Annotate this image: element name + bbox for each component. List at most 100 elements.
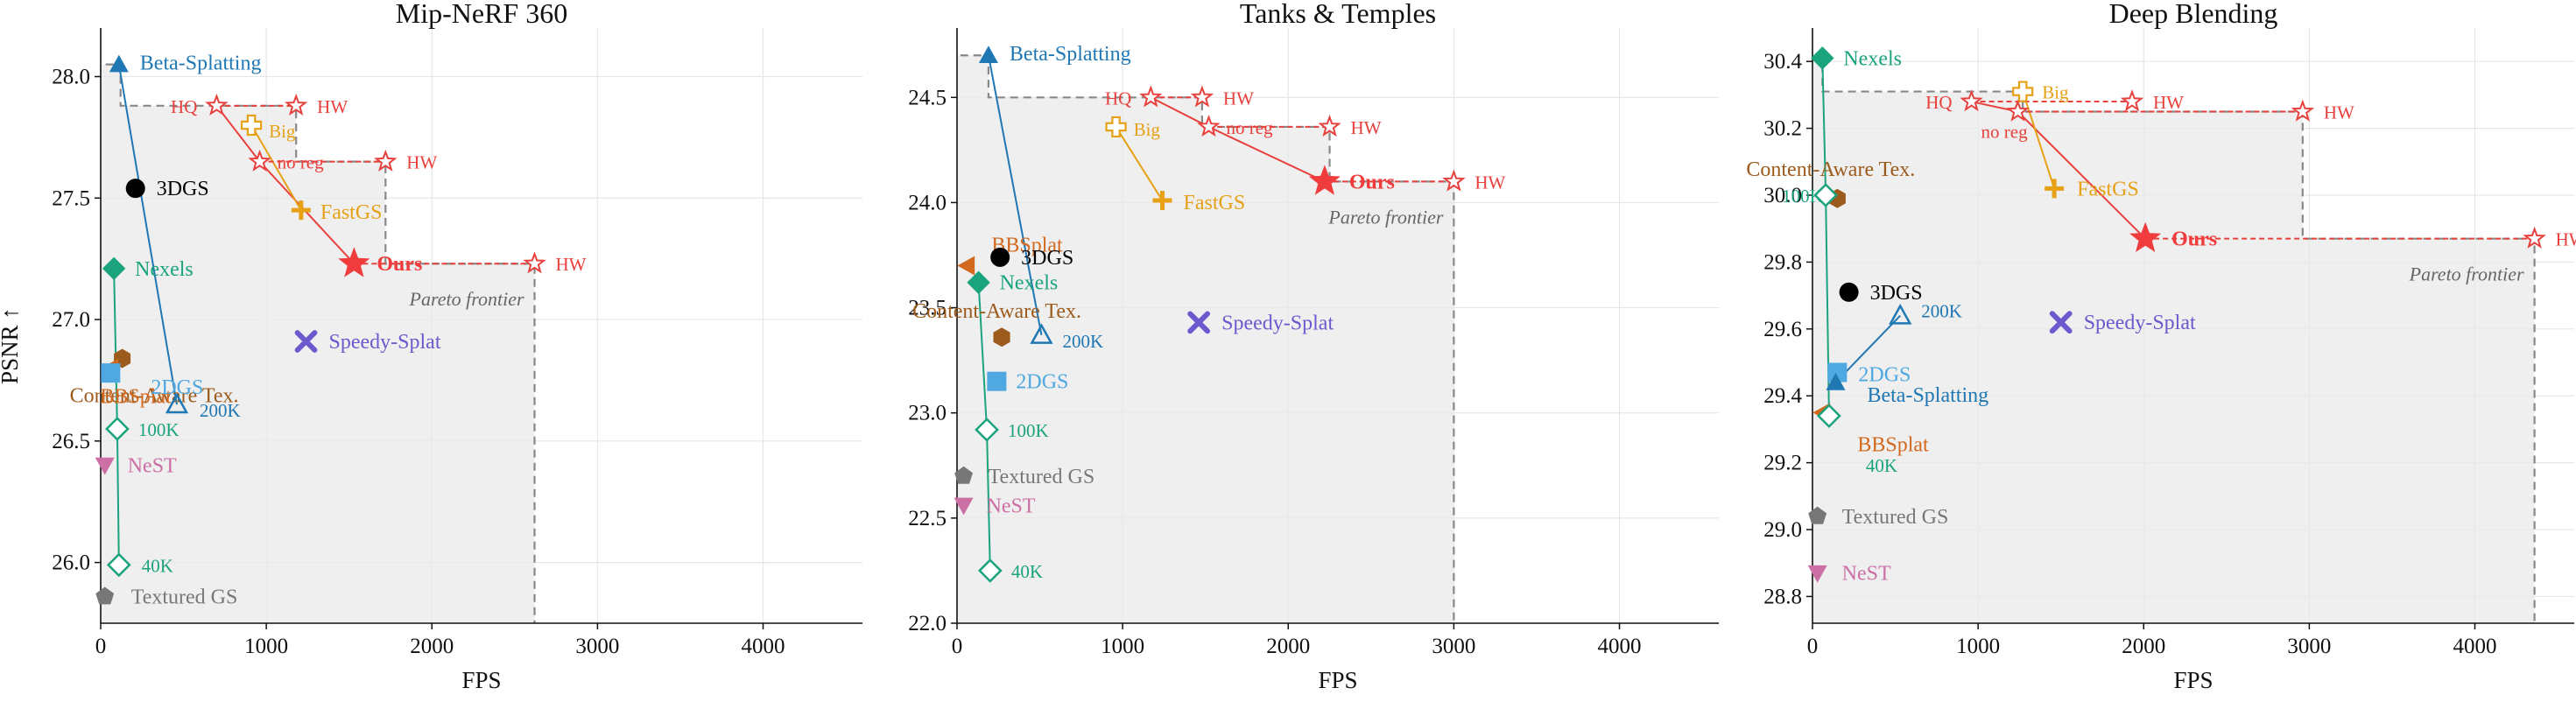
point-100k <box>105 417 130 441</box>
point-label-content-aware-tex: Content-Aware Tex. <box>912 300 1081 323</box>
point-speedy-splat <box>1187 311 1211 334</box>
point-label-nexels: Nexels <box>1000 272 1059 295</box>
point-label-ours: Ours <box>2171 228 2217 251</box>
point-2dgs <box>1827 362 1848 383</box>
point-label-nexels: Nexels <box>1843 47 1902 70</box>
point-label-big: Big <box>2042 82 2069 103</box>
point-label-nexels: Nexels <box>135 258 194 281</box>
point-fastgs <box>2045 179 2065 199</box>
y-tick-label: 29.2 <box>1763 452 1802 475</box>
chart-title: Tanks & Temples <box>1240 0 1436 29</box>
point-label-big: Big <box>1134 119 1161 140</box>
point-40k <box>1817 404 1841 429</box>
series-line <box>250 124 302 211</box>
point-label-speedy-splat: Speedy-Splat <box>1221 312 1334 334</box>
point-label-hw: HW <box>2153 92 2184 113</box>
point-label-hw: HW <box>556 254 587 275</box>
point-label-textured-gs: Textured GS <box>1842 506 1949 529</box>
point-big <box>2012 81 2034 102</box>
series-line <box>2022 91 2056 189</box>
point-no-reg <box>1197 115 1221 137</box>
point-beta-splatting <box>1826 372 1846 390</box>
point-nexels <box>102 256 126 280</box>
x-tick-label: 3000 <box>575 635 619 658</box>
y-tick-label: 28.0 <box>52 66 90 89</box>
point-100k <box>1813 183 1838 207</box>
point-hw <box>374 149 398 172</box>
y-tick-label: 24.5 <box>908 86 947 109</box>
point-hq <box>205 93 229 116</box>
point-label-fastgs: FastGS <box>320 201 383 224</box>
x-axis-label: FPS <box>2173 667 2213 693</box>
point-label-hw: HW <box>1351 117 1382 138</box>
y-tick-label: 23.0 <box>908 402 947 425</box>
point-label-hw: HW <box>2324 102 2354 123</box>
pareto-region <box>101 64 535 624</box>
pareto-label: Pareto frontier <box>2409 263 2524 285</box>
x-tick-label: 2000 <box>1266 635 1310 658</box>
y-tick-label: 29.8 <box>1763 250 1802 274</box>
point-no-reg <box>2006 99 2030 122</box>
y-tick-label: 30.4 <box>1763 50 1802 74</box>
point-label-hq: HQ <box>1105 88 1131 109</box>
point-label-100k: 100K <box>138 419 179 440</box>
x-tick-label: 2000 <box>410 635 454 658</box>
x-axis-label: FPS <box>461 667 501 693</box>
x-tick-label: 0 <box>1807 635 1819 658</box>
point-fastgs <box>1152 191 1172 211</box>
y-tick-label: 29.4 <box>1763 384 1802 408</box>
point-label-hw: HW <box>2556 229 2576 250</box>
point-2dgs <box>101 363 121 383</box>
point-label-speedy-splat: Speedy-Splat <box>2084 312 2196 334</box>
y-tick-label: 29.0 <box>1763 518 1802 542</box>
point-100k <box>975 418 999 442</box>
pareto-region <box>957 55 1454 623</box>
point-beta-splatting <box>109 54 129 73</box>
chart-title: Mip-NeRF 360 <box>396 0 567 29</box>
x-axis-label: FPS <box>1318 667 1357 693</box>
x-tick-label: 4000 <box>2453 635 2497 658</box>
point-speedy-splat <box>294 330 318 353</box>
point-label-bbsplat: BBSplat <box>1857 433 1929 456</box>
point-label-content-aware-tex: Content-Aware Tex. <box>1746 158 1915 181</box>
point-content-aware-tex <box>993 327 1010 347</box>
point-bbsplat <box>957 256 975 276</box>
chart-panel-deep-blending: 0 1000 2000 3000 4000 28.8 29.0 29.2 29.4 29.6 29.… <box>1746 0 2576 693</box>
point-label-hw: HW <box>1223 88 1254 109</box>
x-tick-label: 1000 <box>1101 635 1144 658</box>
point-hw <box>2523 226 2546 249</box>
point-label-hw: HW <box>1475 172 1505 193</box>
y-tick-label: 22.0 <box>908 612 947 635</box>
point-hw <box>523 251 546 274</box>
point-hq <box>1139 85 1163 108</box>
point-label-hq: HQ <box>1925 92 1952 113</box>
point-label-content-aware-tex: Content-Aware Tex. <box>70 384 239 407</box>
point-label-fastgs: FastGS <box>2077 178 2139 200</box>
y-tick-label: 27.5 <box>52 186 90 210</box>
point-label-nest: NeST <box>1842 563 1891 586</box>
y-axis-label: PSNR ↑ <box>0 307 23 384</box>
pareto-region <box>1812 58 2535 623</box>
point-label-nest: NeST <box>987 495 1036 517</box>
point-label-3dgs: 3DGS <box>157 178 209 200</box>
point-nest <box>954 497 974 516</box>
point-hw <box>1442 169 1466 192</box>
point-200k <box>1889 303 1912 325</box>
chart-panel-mip-nerf-360: 0 1000 2000 3000 4000 26.0 26.5 27.0 27.5 28.0 Mip… <box>52 0 862 693</box>
point-textured-gs <box>954 466 973 484</box>
y-tick-label: 28.8 <box>1763 585 1802 608</box>
point-label-no-reg: no reg <box>1981 122 2029 143</box>
series-line <box>1115 126 1164 201</box>
point-beta-splatting <box>978 46 998 64</box>
point-nexels <box>967 270 990 294</box>
point-label-ours: Ours <box>377 253 422 276</box>
point-label-big: Big <box>269 121 296 142</box>
pareto-label: Pareto frontier <box>409 288 524 310</box>
point-40k <box>106 552 131 578</box>
point-label-200k: 200K <box>1062 331 1103 352</box>
y-tick-label: 27.0 <box>52 308 90 332</box>
point-label-speedy-splat: Speedy-Splat <box>329 331 441 354</box>
x-tick-label: 0 <box>952 635 963 658</box>
series-line <box>987 55 1043 335</box>
point-3dgs <box>990 247 1010 267</box>
